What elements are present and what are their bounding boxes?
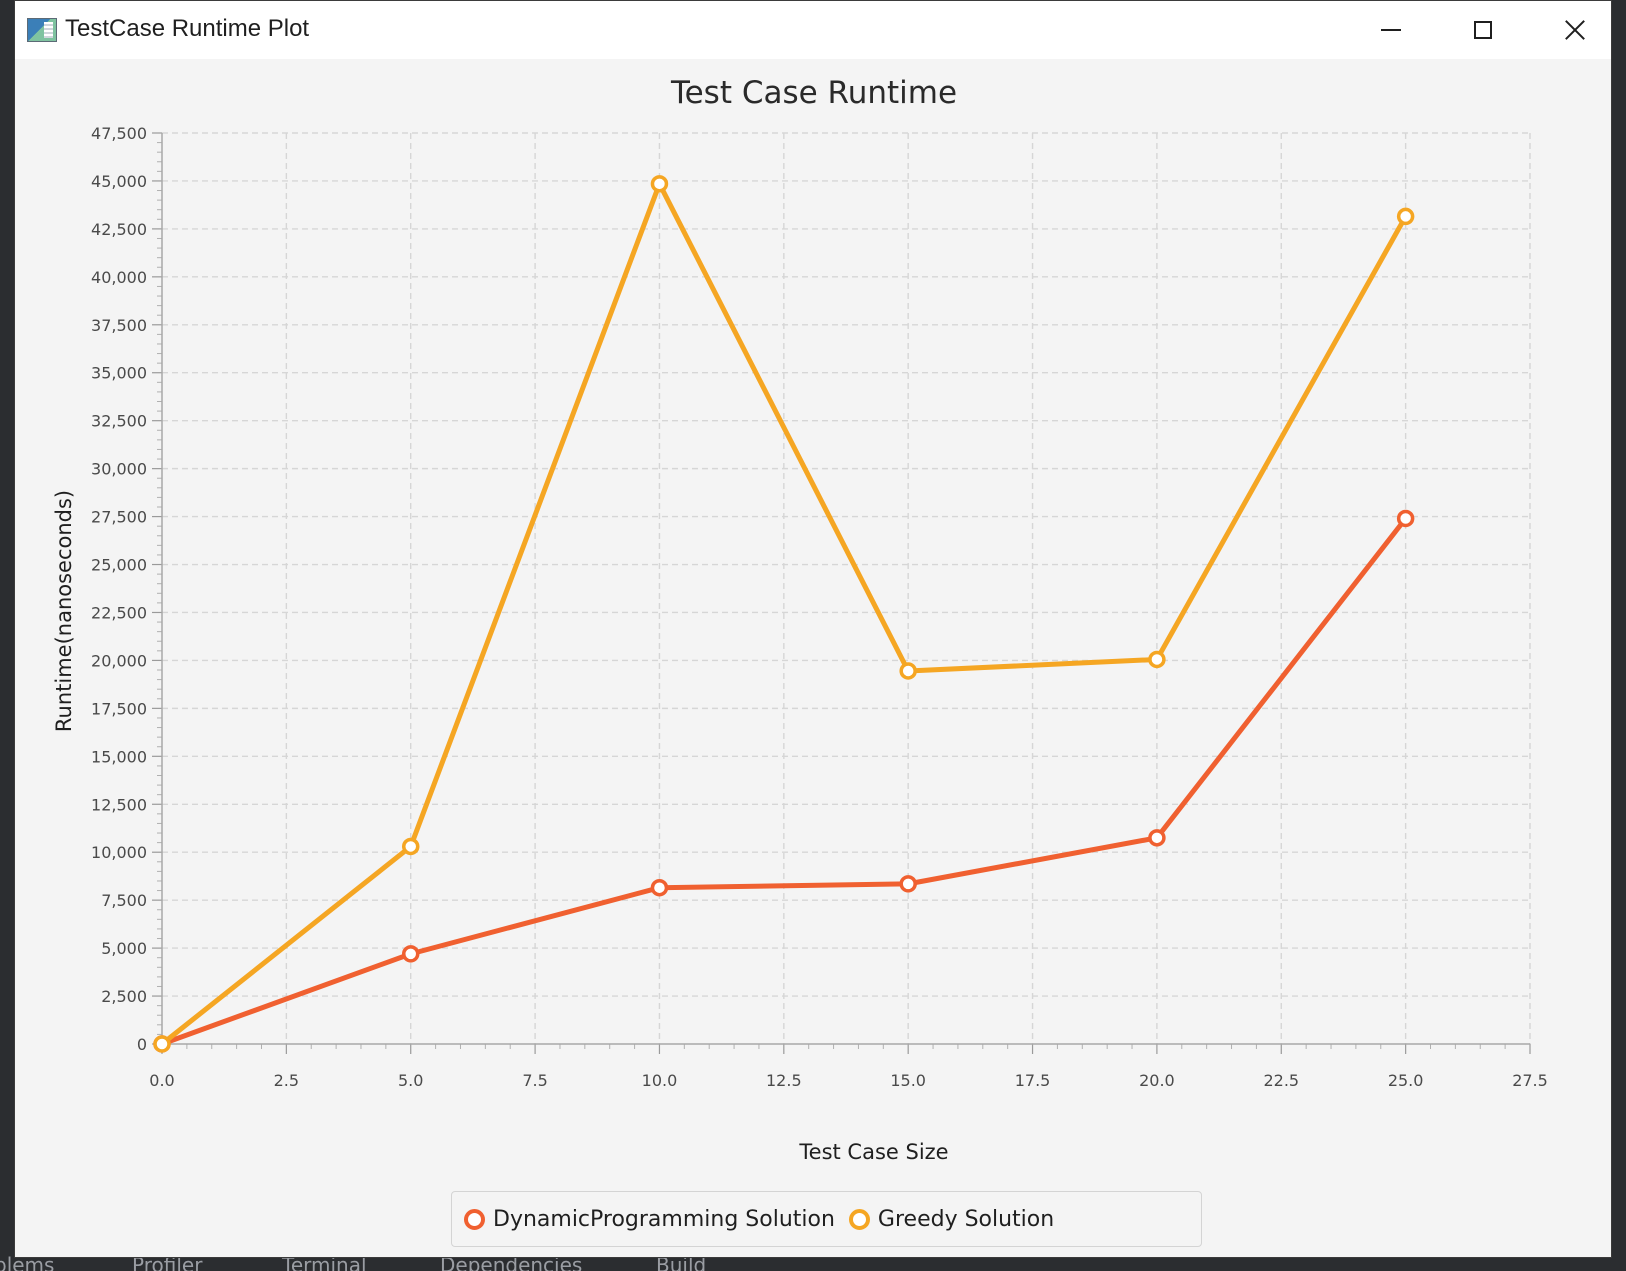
y-tick-label: 40,000 — [91, 268, 147, 287]
chart-legend: DynamicProgramming Solution Greedy Solut… — [451, 1191, 1202, 1247]
ide-tab-build[interactable]: Build — [656, 1256, 707, 1271]
y-tick-label: 7,500 — [101, 891, 147, 910]
legend-marker-dp — [464, 1208, 485, 1230]
y-tick-label: 12,500 — [91, 795, 147, 814]
x-tick-label: 17.5 — [1015, 1071, 1051, 1090]
line-chart: Test Case Runtime 0 2,500 5,000 7,500 10,000… — [52, 75, 1548, 1164]
data-point-greedy — [401, 837, 420, 856]
ide-bottom-toolbar: blems Profiler Terminal Dependencies Bui… — [0, 1256, 1626, 1271]
data-point-greedy — [1396, 207, 1415, 226]
y-tick-label: 35,000 — [91, 364, 147, 383]
y-axis-title: Runtime(nanoseconds) — [52, 490, 76, 732]
data-point-dp — [401, 945, 420, 963]
y-tick-label: 5,000 — [101, 939, 147, 958]
minimize-button[interactable] — [1345, 1, 1437, 59]
y-tick-label: 20,000 — [91, 651, 147, 670]
y-tick-label: 25,000 — [91, 556, 147, 575]
y-tick-label: 32,500 — [91, 412, 147, 431]
x-tick-label: 20.0 — [1139, 1071, 1175, 1090]
grid-layer — [162, 132, 1531, 1044]
y-tick-label: 42,500 — [91, 220, 147, 239]
x-tick-label: 5.0 — [398, 1071, 423, 1090]
series-layer — [153, 175, 1415, 1053]
window-titlebar[interactable]: TestCase Runtime Plot — [15, 1, 1611, 59]
legend-label-greedy: Greedy Solution — [877, 1206, 1055, 1232]
app-icon — [27, 18, 57, 42]
legend-item-greedy[interactable]: Greedy Solution — [848, 1206, 1055, 1232]
data-point-greedy — [899, 662, 917, 680]
ide-tab-problems[interactable]: blems — [0, 1256, 55, 1271]
x-tick-label: 2.5 — [274, 1071, 299, 1090]
x-tick-label: 12.5 — [766, 1071, 802, 1090]
ide-left-strip — [0, 0, 14, 1271]
y-tick-label: 45,000 — [91, 172, 147, 191]
data-point-dp — [650, 878, 669, 897]
chart-title: Test Case Runtime — [670, 75, 957, 111]
minimize-icon — [1381, 29, 1401, 31]
x-tick-label: 25.0 — [1388, 1071, 1424, 1090]
x-tick-label: 22.5 — [1263, 1071, 1299, 1090]
x-tick-label: 15.0 — [890, 1071, 926, 1090]
y-tick-label: 2,500 — [101, 987, 147, 1006]
maximize-icon — [1474, 21, 1492, 39]
y-tick-label: 30,000 — [91, 460, 147, 479]
series-line-dp — [161, 516, 1408, 1047]
ide-tab-dependencies[interactable]: Dependencies — [440, 1256, 583, 1271]
data-point-greedy — [1148, 650, 1166, 669]
x-tick-label: 7.5 — [522, 1071, 547, 1090]
legend-item-dp[interactable]: DynamicProgramming Solution — [464, 1207, 835, 1232]
y-tick-label: 37,500 — [91, 316, 147, 335]
y-tick-label: 17,500 — [91, 699, 147, 718]
x-tick-label: 0.0 — [149, 1071, 174, 1090]
data-point-dp — [899, 875, 917, 893]
ide-tab-terminal[interactable]: Terminal — [282, 1256, 367, 1271]
maximize-button[interactable] — [1437, 1, 1529, 59]
y-tick-label: 27,500 — [91, 508, 147, 527]
data-point-greedy — [650, 175, 669, 193]
x-tick-label: 10.0 — [642, 1071, 678, 1090]
window-title: TestCase Runtime Plot — [65, 15, 310, 42]
axis-layer: 0 2,500 5,000 7,500 10,000 12,500 15,000 17,500… — [91, 124, 1548, 1090]
x-axis-title: Test Case Size — [798, 1140, 948, 1164]
y-tick-label: 10,000 — [91, 843, 147, 862]
legend-marker-greedy — [848, 1208, 870, 1230]
data-point-dp — [1148, 829, 1166, 847]
y-tick-label: 47,500 — [91, 124, 147, 143]
y-tick-label: 15,000 — [91, 747, 147, 766]
y-tick-label: 0 — [137, 1035, 147, 1054]
ide-tab-profiler[interactable]: Profiler — [132, 1256, 203, 1271]
chart-window: TestCase Runtime Plot Test Case Runtime … — [14, 0, 1612, 1258]
data-point-dp — [1396, 509, 1415, 528]
series-line-greedy — [160, 181, 1408, 1046]
legend-label-dp: DynamicProgramming Solution — [493, 1206, 835, 1232]
y-tick-label: 22,500 — [91, 603, 147, 622]
x-tick-label: 27.5 — [1512, 1071, 1548, 1090]
data-point-greedy — [153, 1035, 171, 1053]
